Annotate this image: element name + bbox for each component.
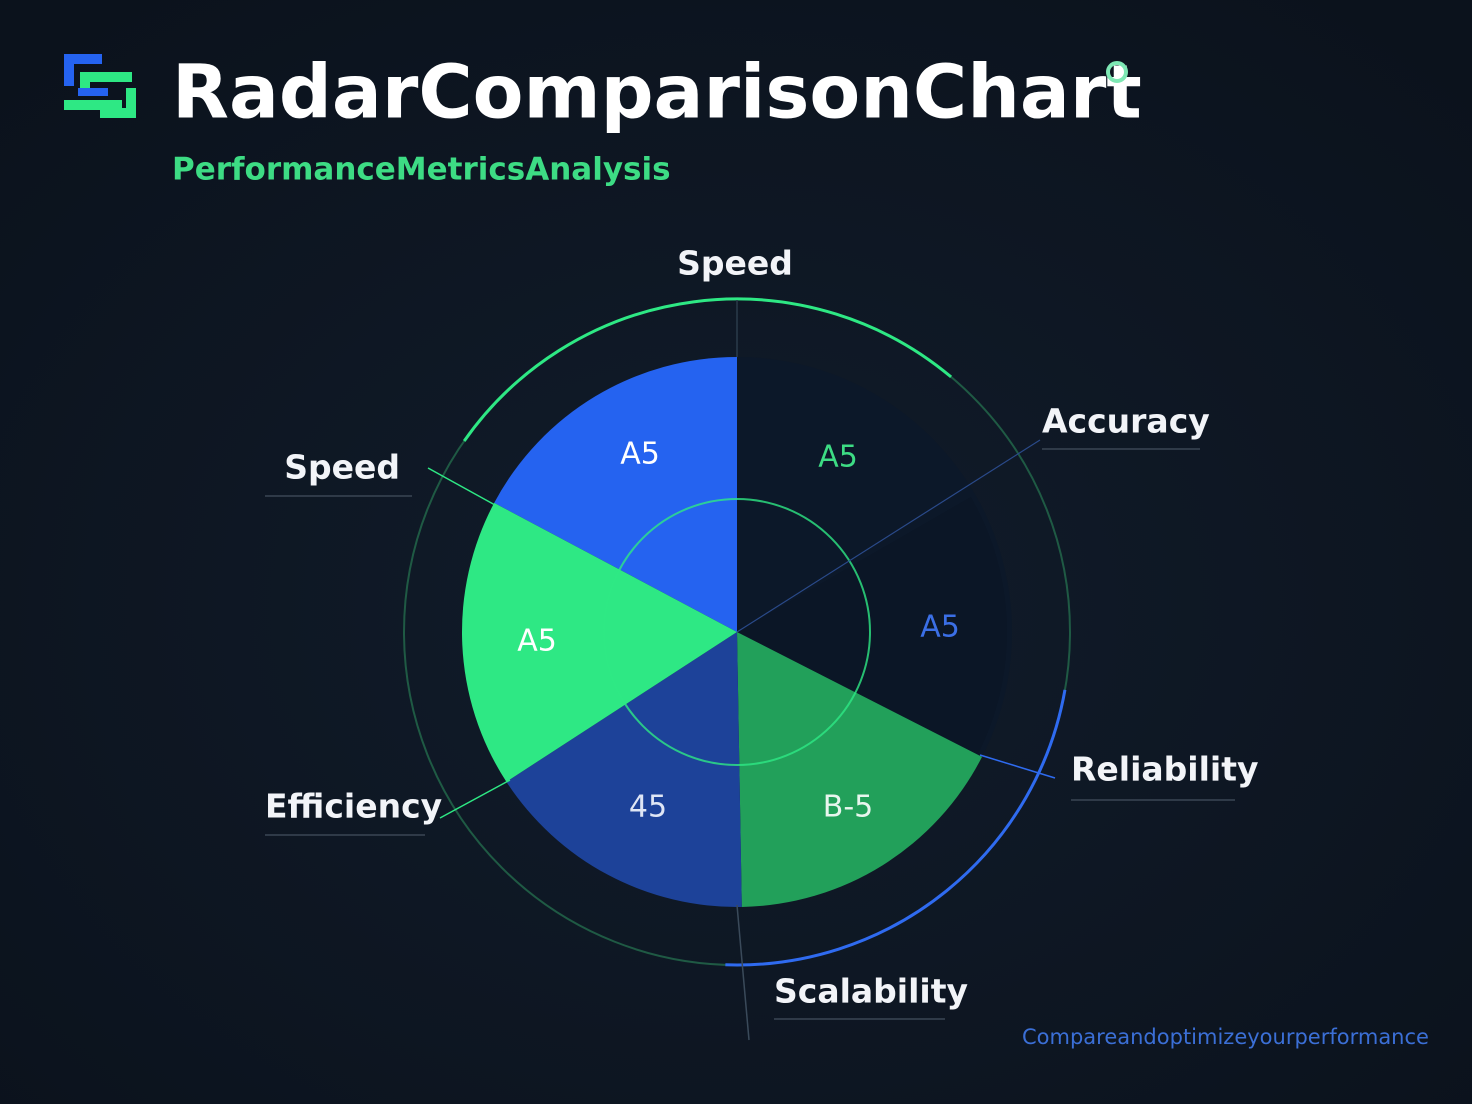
segment-label: A5: [920, 610, 960, 645]
outer-ring-accent: [462, 297, 953, 442]
footer: Compareandoptimizeyourperformance: [1022, 1025, 1429, 1049]
axis-line: [736, 439, 1041, 633]
segment-label: B-5: [823, 790, 874, 825]
segment-label: A5: [818, 440, 858, 475]
axis-line: [736, 904, 750, 1041]
axis-label: Speed: [284, 448, 400, 487]
segment: [737, 632, 983, 907]
inner-ring: [603, 498, 871, 766]
logo: [64, 54, 136, 118]
title-badge: [1106, 61, 1128, 83]
outer-ring-accent: [725, 689, 1067, 967]
segment: [462, 502, 737, 782]
title: RadarComparisonChart: [172, 50, 1142, 136]
segment-label: A5: [620, 437, 660, 472]
segment: [506, 632, 742, 907]
axis-label: Scalability: [774, 972, 968, 1011]
axis-label: Speed: [677, 244, 793, 283]
segment: [494, 357, 737, 632]
radar-chart: A5 A5 A5 B-5 45 A5 Speed Accuracy Reliability Sca…: [265, 244, 1259, 1041]
subtitle: PerformanceMetricsAnalysis: [172, 152, 671, 188]
axis-line: [439, 779, 511, 819]
segment-label: 45: [629, 790, 667, 825]
segment-label: A5: [517, 624, 557, 659]
axis-line: [979, 754, 1056, 779]
axis-label: Reliability: [1071, 750, 1259, 789]
axis-label: Efficiency: [265, 787, 442, 826]
axis-line: [427, 467, 496, 506]
axis-label: Accuracy: [1042, 402, 1210, 441]
segment: [737, 497, 1008, 755]
